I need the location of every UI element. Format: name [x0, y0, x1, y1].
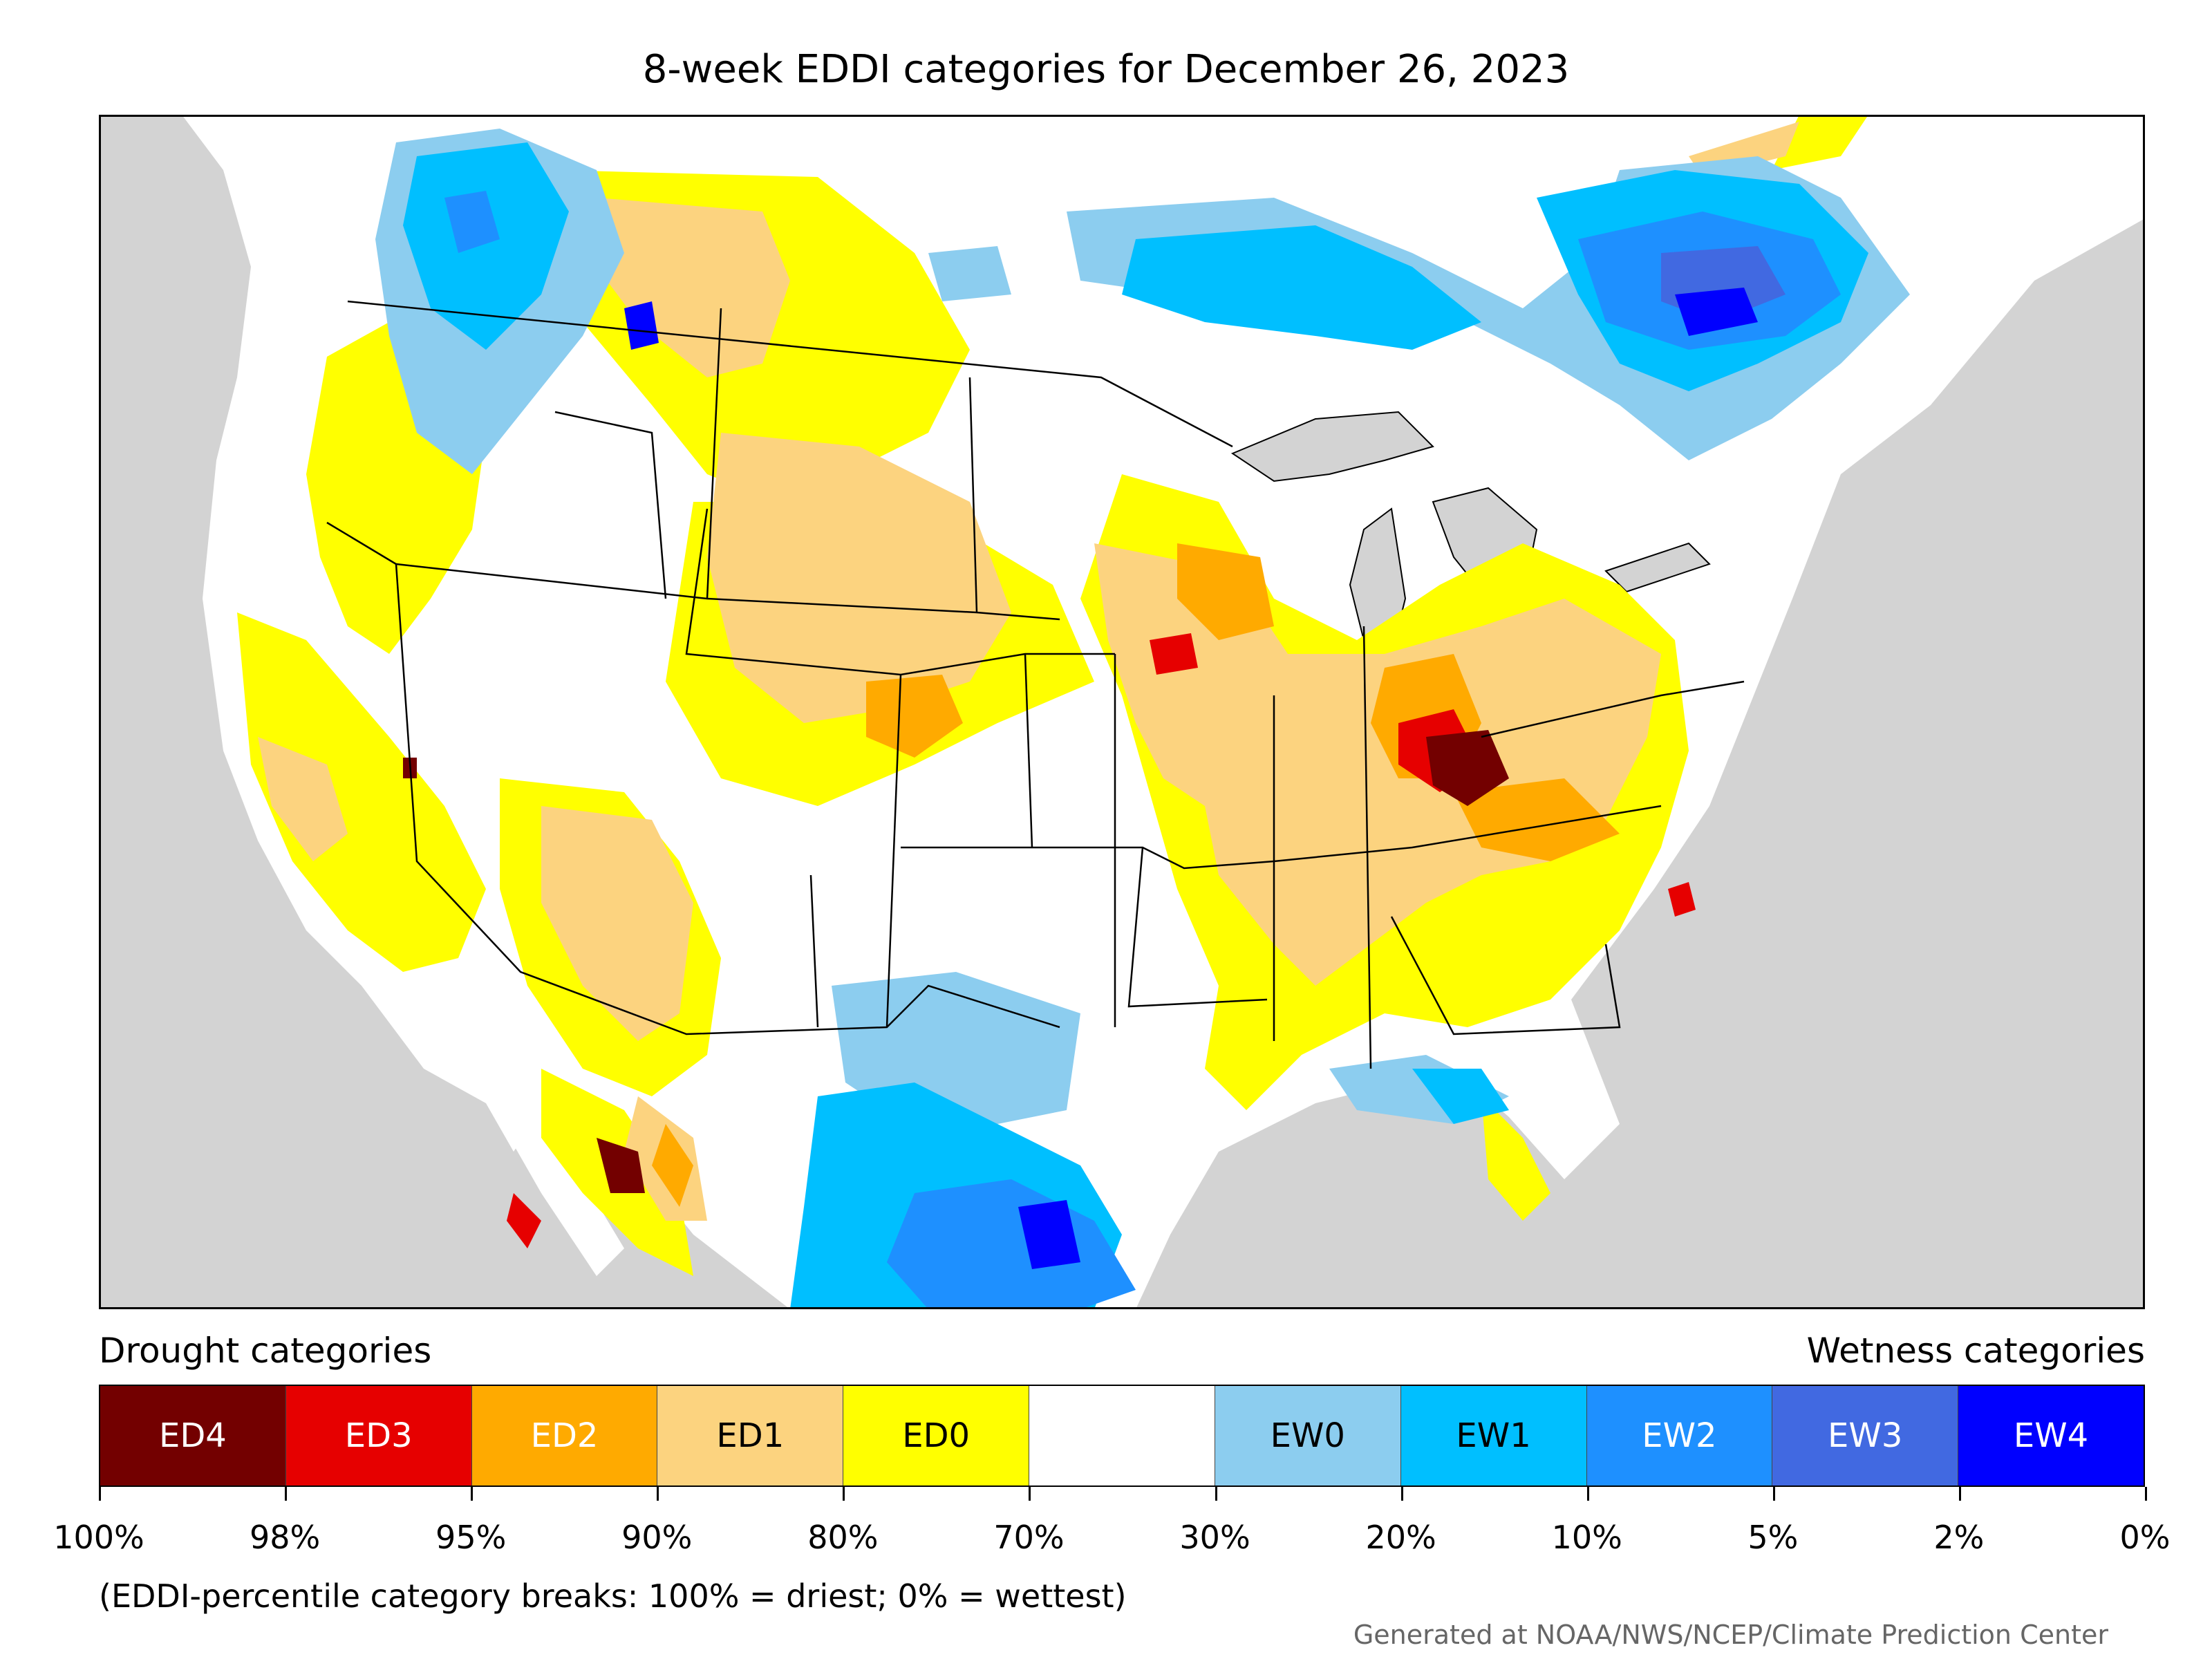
- category-colorbar: ED4 ED3 ED2 ED1 ED0 EW0 EW1 EW2 EW3 EW4: [99, 1385, 2145, 1487]
- colorbar-tick: [1958, 1487, 1961, 1501]
- colorbar-segment: ED3: [285, 1386, 471, 1485]
- colorbar-segment: EW0: [1214, 1386, 1400, 1485]
- colorbar-tick: [2145, 1487, 2147, 1501]
- colorbar-tick-label: 100%: [53, 1519, 144, 1556]
- colorbar-tick-label: 20%: [1365, 1519, 1436, 1556]
- colorbar-tick-label: 0%: [2119, 1519, 2171, 1556]
- colorbar-tick: [1772, 1487, 1775, 1501]
- ed3-ed4-patches: [403, 633, 1696, 1248]
- credit-line: Generated at NOAA/NWS/NCEP/Climate Predi…: [1353, 1620, 2108, 1650]
- ed1-patches: [258, 122, 1799, 1221]
- colorbar-tick: [657, 1487, 659, 1501]
- colorbar-tick-label: 80%: [807, 1519, 879, 1556]
- drought-legend-title: Drought categories: [99, 1331, 432, 1371]
- map-title: 8-week EDDI categories for December 26, …: [642, 47, 1570, 92]
- colorbar-tick: [1586, 1487, 1589, 1501]
- colorbar-segment: ED1: [657, 1386, 843, 1485]
- colorbar-tick: [1215, 1487, 1217, 1501]
- colorbar-tick-label: 95%: [435, 1519, 507, 1556]
- colorbar-tick: [471, 1487, 474, 1501]
- colorbar-tick-label: 70%: [993, 1519, 1065, 1556]
- colorbar-tick-label: 98%: [249, 1519, 321, 1556]
- footnote: (EDDI-percentile category breaks: 100% =…: [99, 1577, 1127, 1615]
- wetness-legend-title: Wetness categories: [1806, 1331, 2145, 1371]
- colorbar-segment: EW1: [1400, 1386, 1586, 1485]
- colorbar-segment: ED4: [100, 1386, 285, 1485]
- colorbar-tick: [1029, 1487, 1031, 1501]
- colorbar-tick-label: 30%: [1179, 1519, 1250, 1556]
- colorbar-tick-label: 90%: [621, 1519, 693, 1556]
- colorbar-segment: [1029, 1386, 1215, 1485]
- baja-peninsula: [444, 972, 624, 1276]
- wetness-patches: [375, 129, 1910, 1309]
- colorbar-tick: [843, 1487, 845, 1501]
- colorbar-tick: [1400, 1487, 1403, 1501]
- colorbar-segment: EW2: [1586, 1386, 1772, 1485]
- colorbar-tick: [285, 1487, 288, 1501]
- boundaries: [326, 300, 1745, 1069]
- colorbar-segment: EW3: [1772, 1386, 1958, 1485]
- colorbar-tick-label: 2%: [1933, 1519, 1985, 1556]
- colorbar-segment: ED0: [843, 1386, 1029, 1485]
- colorbar-tick-label: 5%: [1747, 1519, 1799, 1556]
- colorbar-segment: ED2: [471, 1386, 657, 1485]
- eddi-map: [99, 115, 2145, 1309]
- colorbar-tick: [99, 1487, 101, 1501]
- colorbar-ticks: 100% 98% 95% 90% 80% 70% 30% 20% 10% 5% 2% 0%: [53, 1487, 2170, 1556]
- colorbar-segment: EW4: [1958, 1386, 2144, 1485]
- colorbar-tick-label: 10%: [1551, 1519, 1622, 1556]
